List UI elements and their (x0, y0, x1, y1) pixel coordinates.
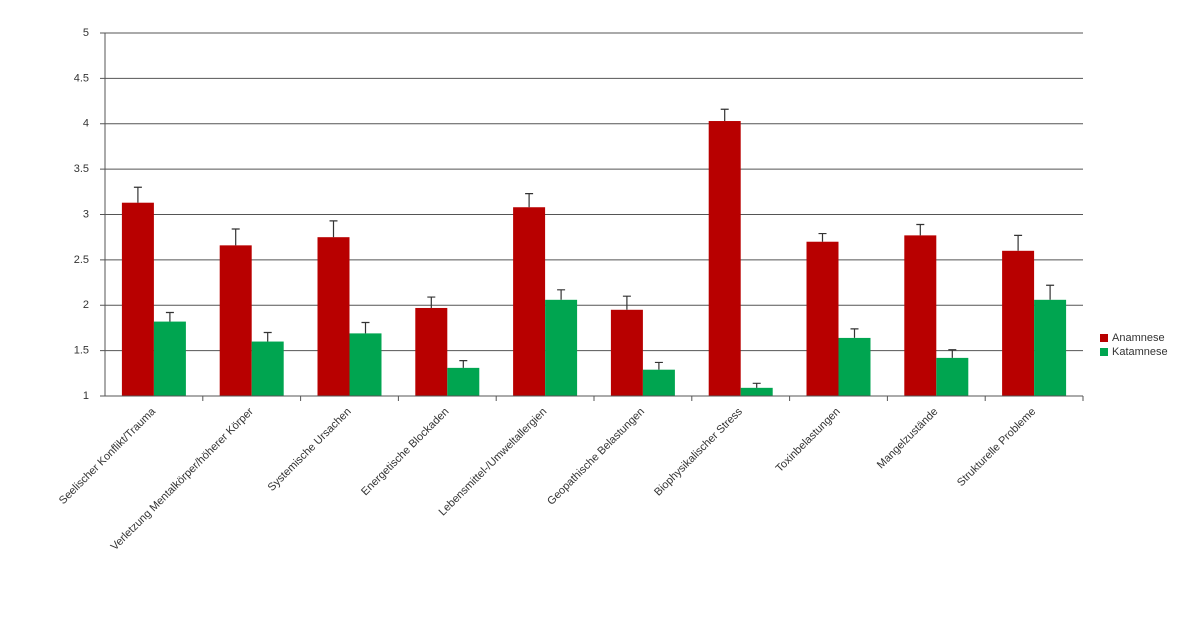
legend-label: Katamnese (1112, 346, 1168, 358)
y-tick-label: 4 (83, 118, 89, 130)
bar (610, 309, 643, 396)
bar (153, 321, 186, 396)
bar (708, 121, 741, 396)
error-bar (427, 296, 436, 308)
bar (936, 357, 969, 396)
error-bar (1046, 284, 1055, 300)
error-bar (850, 328, 859, 338)
error-bar (557, 289, 566, 300)
bar (219, 245, 252, 396)
y-tick-label: 5 (83, 27, 89, 39)
bar (1034, 299, 1067, 396)
bar (740, 387, 773, 396)
error-bar (459, 360, 468, 368)
error-bar (1014, 234, 1023, 251)
error-bar (525, 193, 534, 208)
y-tick-label: 1.5 (74, 345, 89, 357)
x-tick-label: Biophysikalischer Stress (652, 405, 745, 498)
error-bar (818, 232, 827, 242)
bar (545, 299, 578, 396)
bar (447, 367, 480, 396)
error-bar (654, 361, 663, 370)
error-bar (263, 331, 272, 342)
error-bar (133, 186, 142, 203)
y-tick-label: 1 (83, 390, 89, 402)
bar (513, 207, 546, 396)
bar (1002, 250, 1035, 396)
y-tick-label: 3.5 (74, 163, 89, 175)
bar (642, 369, 675, 396)
x-tick-label: Mangelzustände (875, 406, 941, 472)
bar (806, 241, 839, 396)
bar (349, 333, 382, 396)
y-tick-label: 4.5 (74, 72, 89, 84)
x-tick-label: Toxinbelastungen (774, 406, 843, 475)
bar (904, 235, 937, 396)
error-bar (622, 295, 631, 310)
error-bar (752, 382, 761, 388)
error-bar (361, 321, 370, 334)
legend-swatch (1100, 348, 1108, 356)
x-tick-label: Seelischer Konflikt/Trauma (57, 405, 159, 507)
legend-label: Anamnese (1112, 332, 1165, 344)
error-bar (231, 228, 240, 246)
error-bar (948, 349, 957, 358)
bar (121, 202, 154, 396)
error-bar (916, 223, 925, 236)
y-tick-label: 2 (83, 299, 89, 311)
bar (317, 237, 350, 396)
x-tick-label: Lebensmittel-/Umweltallergien (437, 406, 550, 519)
x-tick-label: Geopathische Belastungen (545, 406, 647, 508)
y-tick-label: 2.5 (74, 254, 89, 266)
x-tick-label: Systemische Ursachen (266, 406, 354, 494)
bar (838, 337, 871, 396)
error-bar (165, 311, 174, 322)
x-tick-label: Energetische Blockaden (359, 406, 451, 498)
bar (415, 307, 448, 396)
error-bar (720, 108, 729, 122)
error-bar (329, 220, 338, 238)
x-tick-label: Strukturelle Probleme (955, 406, 1038, 489)
legend-swatch (1100, 334, 1108, 342)
bar (251, 341, 284, 396)
y-tick-label: 3 (83, 208, 89, 220)
